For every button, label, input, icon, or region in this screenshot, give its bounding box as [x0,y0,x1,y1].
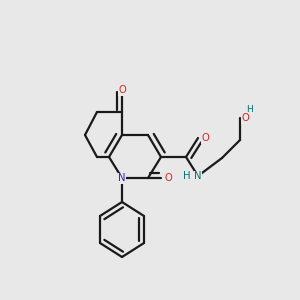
Text: O: O [201,133,209,143]
Text: O: O [164,173,172,183]
Text: O: O [118,85,126,95]
Text: O: O [241,113,249,123]
Text: N: N [194,171,202,181]
Text: N: N [118,173,126,183]
Text: H: H [246,105,253,114]
Text: H: H [184,171,191,181]
